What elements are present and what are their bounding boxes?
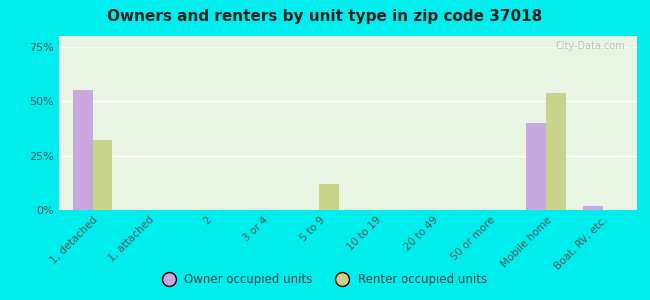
- Bar: [546, 93, 566, 210]
- Bar: [92, 140, 112, 210]
- Legend: Owner occupied units, Renter occupied units: Owner occupied units, Renter occupied un…: [159, 269, 491, 291]
- Bar: [319, 184, 339, 210]
- Text: City-Data.com: City-Data.com: [556, 41, 625, 51]
- Text: Owners and renters by unit type in zip code 37018: Owners and renters by unit type in zip c…: [107, 9, 543, 24]
- Bar: [583, 206, 603, 210]
- Bar: [73, 90, 92, 210]
- Bar: [526, 123, 546, 210]
